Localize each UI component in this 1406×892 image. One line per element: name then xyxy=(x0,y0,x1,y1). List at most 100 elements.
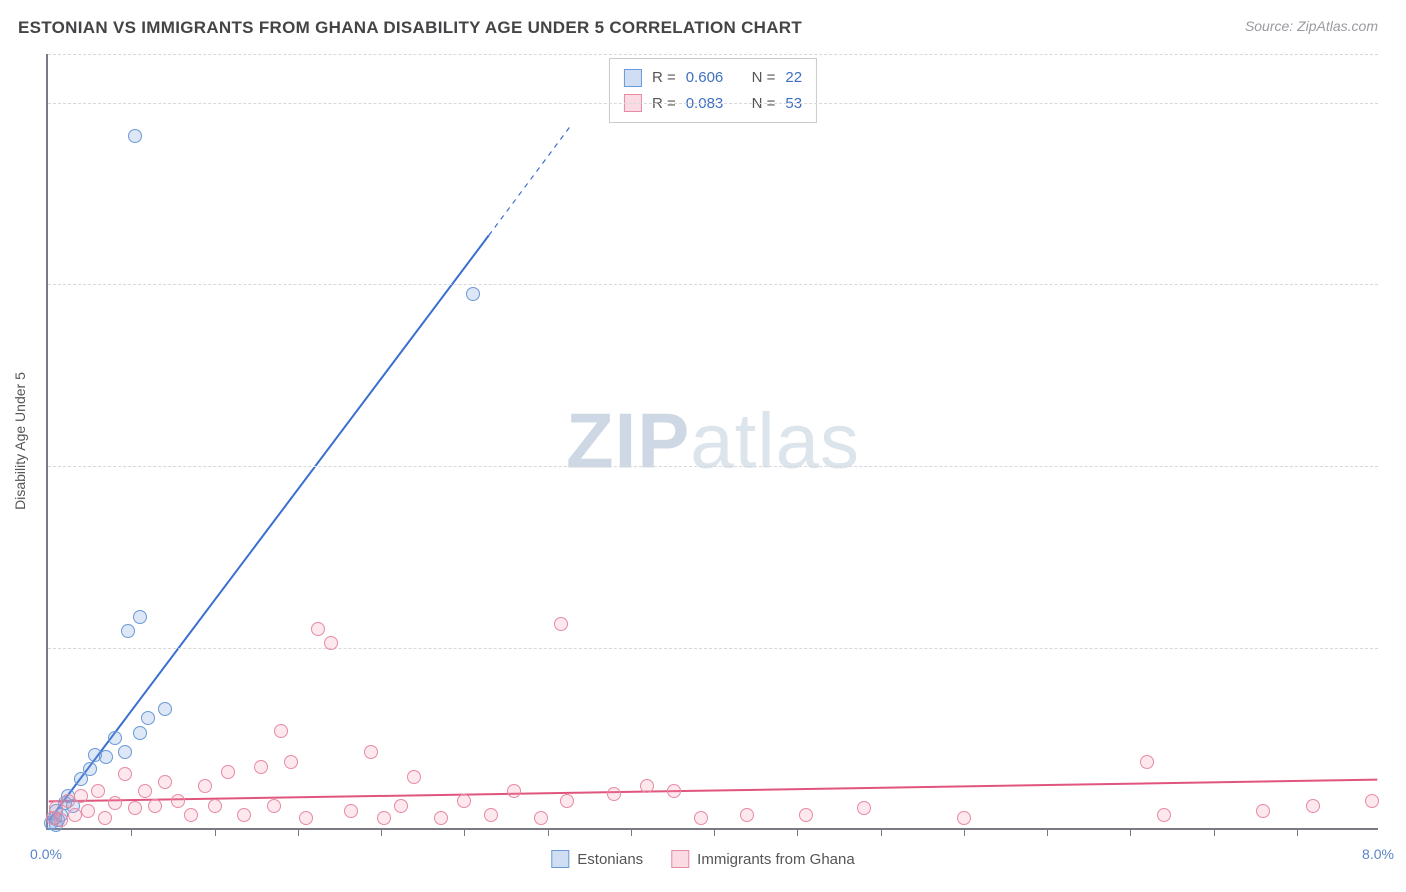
x-tick xyxy=(797,828,798,836)
data-point xyxy=(1306,799,1320,813)
legend-label: Estonians xyxy=(577,851,643,868)
data-point xyxy=(267,799,281,813)
data-point xyxy=(98,811,112,825)
chart-title: ESTONIAN VS IMMIGRANTS FROM GHANA DISABI… xyxy=(18,18,802,38)
data-point xyxy=(377,811,391,825)
x-tick xyxy=(714,828,715,836)
data-point xyxy=(560,794,574,808)
data-point xyxy=(324,636,338,650)
data-point xyxy=(237,808,251,822)
data-point xyxy=(128,801,142,815)
x-tick xyxy=(548,828,549,836)
data-point xyxy=(534,811,548,825)
data-point xyxy=(118,767,132,781)
data-point xyxy=(83,762,97,776)
data-point xyxy=(957,811,971,825)
data-point xyxy=(81,804,95,818)
data-point xyxy=(284,755,298,769)
data-point xyxy=(138,784,152,798)
scatter-chart: ZIPatlas Disability Age Under 5 R = 0.60… xyxy=(46,54,1378,830)
data-point xyxy=(91,784,105,798)
x-tick-label: 8.0% xyxy=(1362,846,1394,862)
trend-lines xyxy=(48,54,1378,828)
r-value: 0.606 xyxy=(686,65,724,91)
data-point xyxy=(466,287,480,301)
x-tick xyxy=(381,828,382,836)
data-point xyxy=(254,760,268,774)
data-point xyxy=(1140,755,1154,769)
data-point xyxy=(158,702,172,716)
y-axis-label: Disability Age Under 5 xyxy=(12,372,28,510)
legend-swatch xyxy=(624,69,642,87)
data-point xyxy=(607,787,621,801)
data-point xyxy=(184,808,198,822)
gridline xyxy=(48,648,1378,649)
data-point xyxy=(667,784,681,798)
data-point xyxy=(108,731,122,745)
data-point xyxy=(208,799,222,813)
data-point xyxy=(799,808,813,822)
data-point xyxy=(158,775,172,789)
data-point xyxy=(507,784,521,798)
gridline xyxy=(48,54,1378,55)
data-point xyxy=(344,804,358,818)
data-point xyxy=(364,745,378,759)
data-point xyxy=(121,624,135,638)
gridline xyxy=(48,103,1378,104)
data-point xyxy=(694,811,708,825)
data-point xyxy=(394,799,408,813)
data-point xyxy=(640,779,654,793)
data-point xyxy=(457,794,471,808)
x-tick xyxy=(1297,828,1298,836)
legend-series-item: Estonians xyxy=(551,850,643,868)
data-point xyxy=(148,799,162,813)
data-point xyxy=(68,808,82,822)
legend-label: Immigrants from Ghana xyxy=(697,851,855,868)
source-attribution: Source: ZipAtlas.com xyxy=(1245,18,1378,38)
data-point xyxy=(484,808,498,822)
data-point xyxy=(171,794,185,808)
x-tick xyxy=(1130,828,1131,836)
x-tick xyxy=(298,828,299,836)
data-point xyxy=(434,811,448,825)
legend-swatch xyxy=(671,850,689,868)
header: ESTONIAN VS IMMIGRANTS FROM GHANA DISABI… xyxy=(0,0,1406,46)
data-point xyxy=(133,726,147,740)
data-point xyxy=(54,813,68,827)
data-point xyxy=(1256,804,1270,818)
x-tick xyxy=(964,828,965,836)
data-point xyxy=(133,610,147,624)
data-point xyxy=(74,789,88,803)
x-tick xyxy=(131,828,132,836)
data-point xyxy=(108,796,122,810)
data-point xyxy=(407,770,421,784)
legend-stats: R = 0.606 N = 22 R = 0.083 N = 53 xyxy=(609,58,817,123)
n-value: 22 xyxy=(785,65,802,91)
data-point xyxy=(554,617,568,631)
legend-swatch xyxy=(551,850,569,868)
gridline xyxy=(48,284,1378,285)
x-tick xyxy=(215,828,216,836)
data-point xyxy=(311,622,325,636)
data-point xyxy=(857,801,871,815)
legend-stat-row: R = 0.606 N = 22 xyxy=(624,65,802,91)
data-point xyxy=(1157,808,1171,822)
data-point xyxy=(221,765,235,779)
data-point xyxy=(740,808,754,822)
data-point xyxy=(1365,794,1379,808)
n-label: N = xyxy=(752,65,776,91)
data-point xyxy=(61,794,75,808)
gridline xyxy=(48,466,1378,467)
legend-series: Estonians Immigrants from Ghana xyxy=(551,850,854,868)
data-point xyxy=(141,711,155,725)
x-tick xyxy=(881,828,882,836)
x-tick xyxy=(631,828,632,836)
data-point xyxy=(198,779,212,793)
x-tick xyxy=(1214,828,1215,836)
data-point xyxy=(274,724,288,738)
data-point xyxy=(128,129,142,143)
legend-series-item: Immigrants from Ghana xyxy=(671,850,855,868)
x-tick-label: 0.0% xyxy=(30,846,62,862)
data-point xyxy=(299,811,313,825)
data-point xyxy=(118,745,132,759)
